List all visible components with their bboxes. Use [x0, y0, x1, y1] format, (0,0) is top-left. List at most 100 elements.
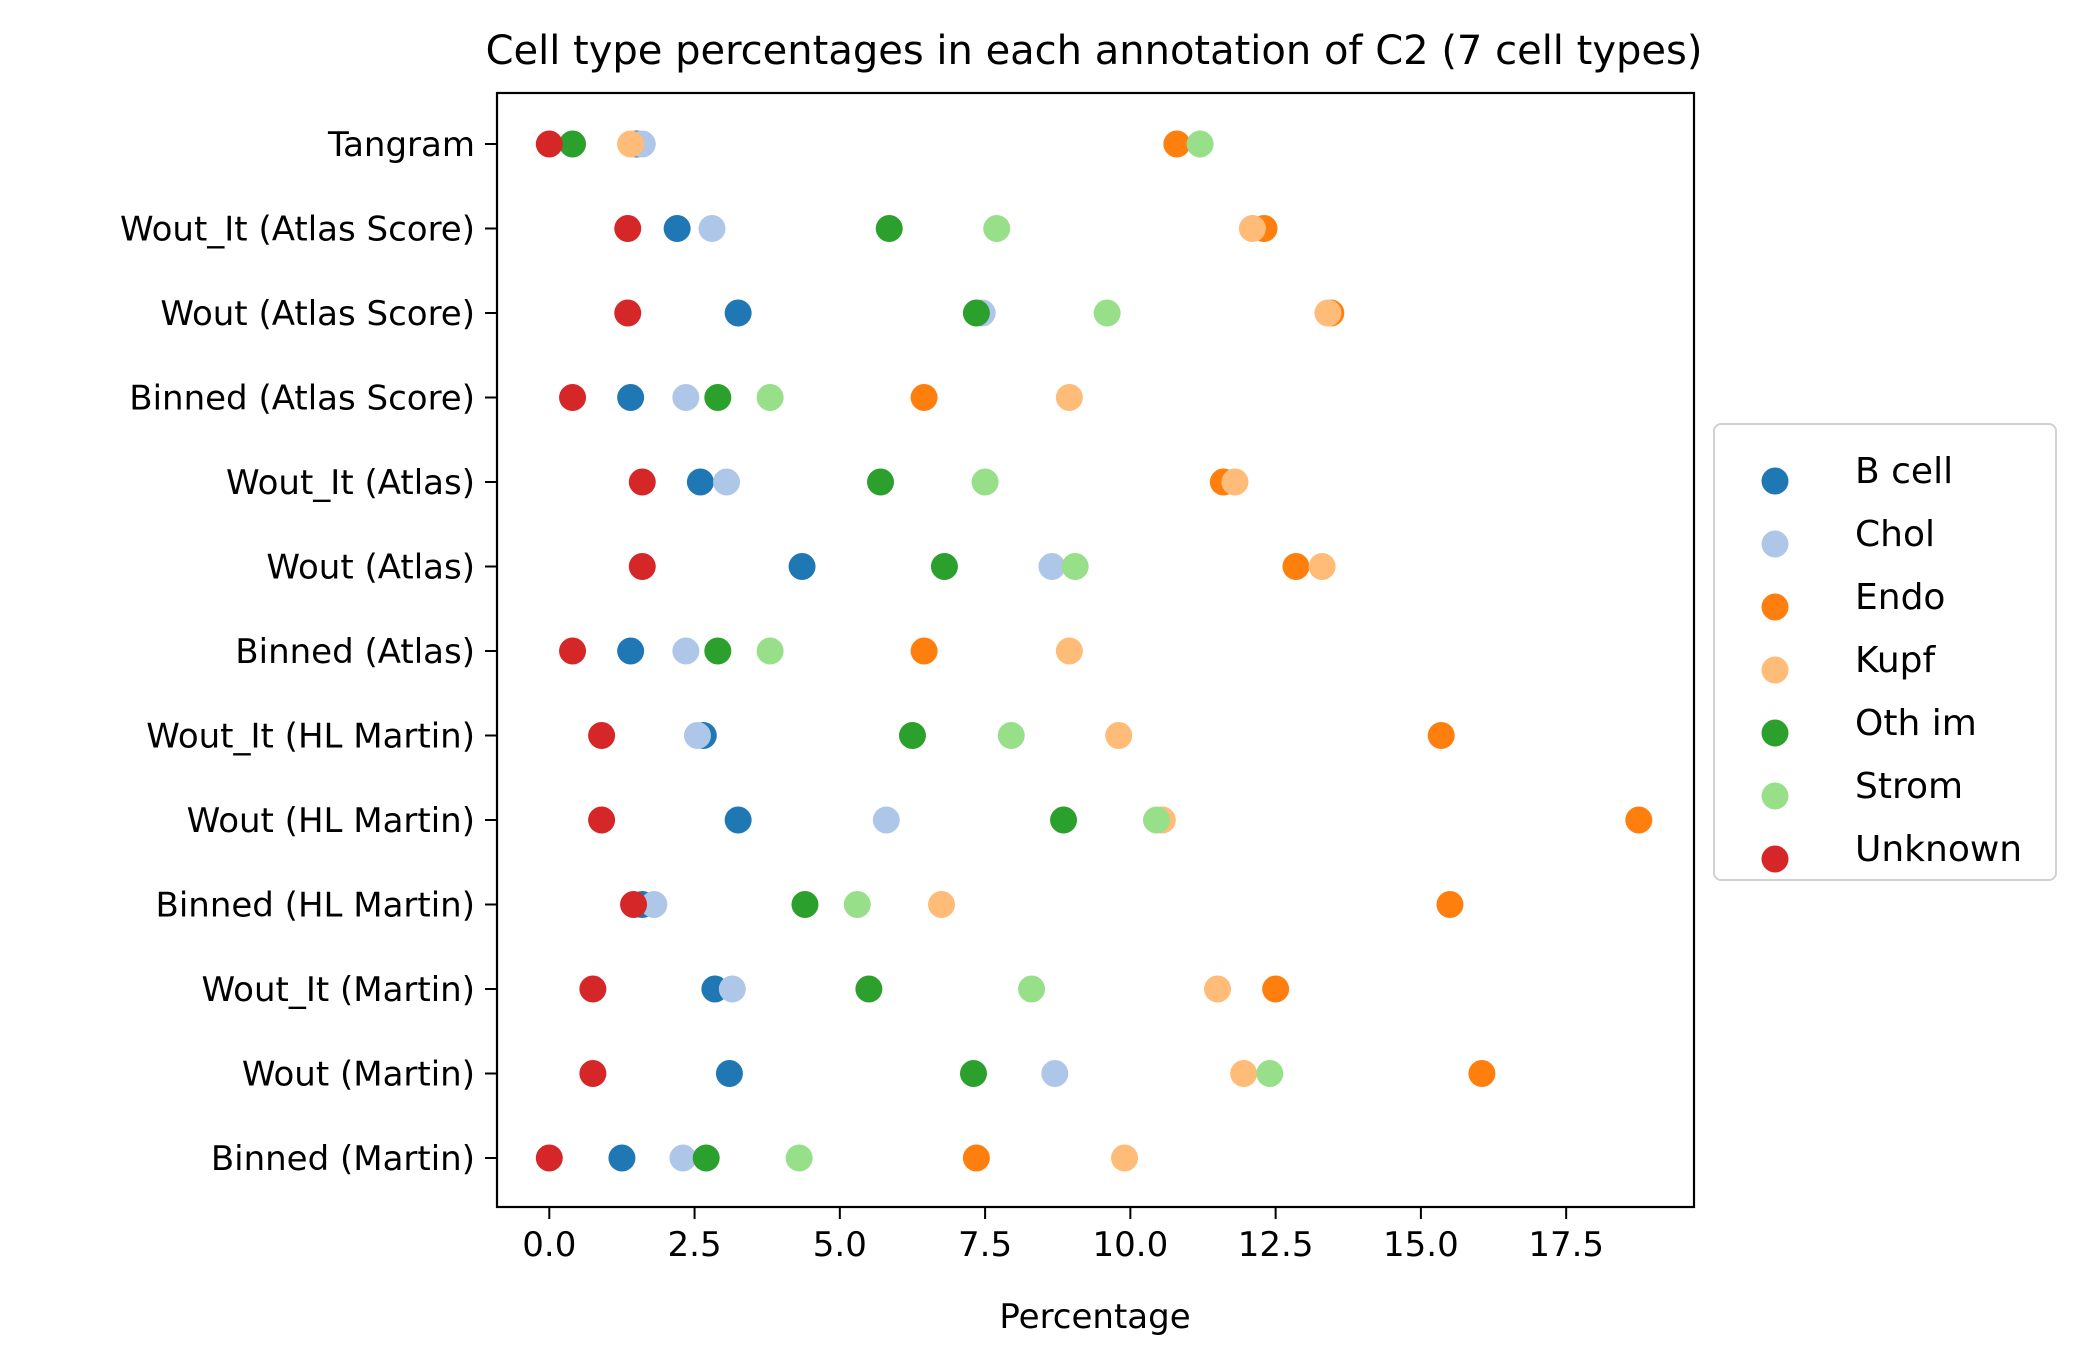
data-point	[724, 299, 752, 327]
data-point	[669, 1144, 697, 1172]
data-point	[614, 215, 642, 242]
data-point	[1204, 975, 1232, 1003]
legend-label: Unknown	[1855, 829, 2022, 870]
x-tick-label: 17.5	[1528, 1225, 1604, 1265]
legend-marker	[1761, 593, 1789, 621]
data-point	[843, 891, 871, 918]
data-point	[620, 891, 648, 918]
data-point	[855, 975, 883, 1003]
legend-marker	[1761, 719, 1789, 747]
data-point	[713, 468, 741, 496]
series-strom	[756, 130, 1284, 1172]
data-point	[559, 637, 587, 665]
data-point	[1427, 722, 1455, 749]
data-point	[640, 891, 668, 918]
data-point	[1093, 299, 1121, 327]
y-tick-label: Binned (Atlas)	[235, 632, 475, 672]
plot-area	[535, 130, 1653, 1172]
y-tick-label: Binned (Atlas Score)	[129, 379, 475, 419]
data-point	[872, 806, 900, 834]
data-point	[663, 215, 691, 242]
data-point	[1238, 215, 1266, 242]
data-point	[704, 637, 732, 665]
data-point	[617, 384, 645, 411]
data-point	[875, 215, 903, 242]
data-point	[692, 1144, 720, 1172]
data-point	[930, 553, 958, 580]
data-point	[983, 215, 1011, 242]
data-point	[672, 637, 700, 665]
x-tick-label: 5.0	[813, 1225, 867, 1265]
data-point	[672, 384, 700, 411]
data-point	[971, 468, 999, 496]
data-point	[1055, 637, 1083, 665]
data-point	[617, 637, 645, 665]
legend-label: Kupf	[1855, 640, 1936, 681]
data-point	[1061, 553, 1089, 580]
data-point	[1163, 130, 1191, 158]
data-point	[559, 384, 587, 411]
data-point	[704, 384, 732, 411]
data-point	[1436, 891, 1464, 918]
data-point	[962, 299, 990, 327]
data-point	[1230, 1060, 1258, 1087]
data-point	[1050, 806, 1078, 834]
data-point	[588, 722, 616, 749]
x-tick-label: 10.0	[1093, 1225, 1169, 1265]
series-unknown	[535, 130, 656, 1172]
data-point	[867, 468, 895, 496]
x-tick-label: 7.5	[958, 1225, 1012, 1265]
data-point	[788, 553, 816, 580]
data-point	[898, 722, 926, 749]
data-point	[559, 130, 587, 158]
legend-marker	[1761, 782, 1789, 810]
legend-label: Endo	[1855, 577, 1945, 618]
series-endo	[910, 130, 1653, 1172]
data-point	[683, 722, 711, 749]
data-point	[997, 722, 1025, 749]
data-point	[698, 215, 726, 242]
y-tick-label: Wout_It (Atlas Score)	[120, 210, 475, 250]
data-point	[791, 891, 819, 918]
data-point	[756, 637, 784, 665]
data-point	[535, 130, 563, 158]
data-point	[1221, 468, 1249, 496]
data-point	[1041, 1060, 1069, 1087]
data-point	[686, 468, 714, 496]
data-point	[718, 975, 746, 1003]
series-kupf	[617, 130, 1342, 1172]
y-tick-label: Wout (Martin)	[242, 1055, 475, 1095]
data-point	[535, 1144, 563, 1172]
data-point	[1055, 384, 1083, 411]
y-tick-label: Wout (Atlas Score)	[160, 294, 475, 334]
data-point	[628, 468, 656, 496]
data-point	[910, 384, 938, 411]
x-tick-label: 12.5	[1238, 1225, 1314, 1265]
data-point	[1105, 722, 1133, 749]
data-point	[785, 1144, 813, 1172]
x-axis-label: Percentage	[999, 1297, 1190, 1337]
x-axis: 0.0 2.5 5.0 7.5 10.0 12.5 15.0 17.5	[522, 1207, 1604, 1265]
data-point	[1282, 553, 1310, 580]
data-point	[588, 806, 616, 834]
data-point	[579, 1060, 607, 1087]
y-axis: Tangram Wout_It (Atlas Score) Wout (Atlas …	[120, 125, 497, 1179]
y-tick-label: Wout_It (Martin)	[202, 970, 475, 1010]
data-point	[1018, 975, 1046, 1003]
data-point	[614, 299, 642, 327]
data-point	[959, 1060, 987, 1087]
x-tick-label: 15.0	[1383, 1225, 1459, 1265]
data-point	[1625, 806, 1653, 834]
y-tick-label: Binned (Martin)	[211, 1139, 475, 1179]
data-point	[1143, 806, 1171, 834]
legend: B cell Chol Endo Kupf Oth im Strom Unknown	[1713, 423, 2057, 881]
data-point	[608, 1144, 636, 1172]
data-point	[724, 806, 752, 834]
x-tick-label: 0.0	[522, 1225, 576, 1265]
legend-label: Oth im	[1855, 703, 1977, 744]
data-point	[756, 384, 784, 411]
data-point	[962, 1144, 990, 1172]
legend-marker	[1761, 530, 1789, 558]
legend-label: Chol	[1855, 514, 1935, 555]
